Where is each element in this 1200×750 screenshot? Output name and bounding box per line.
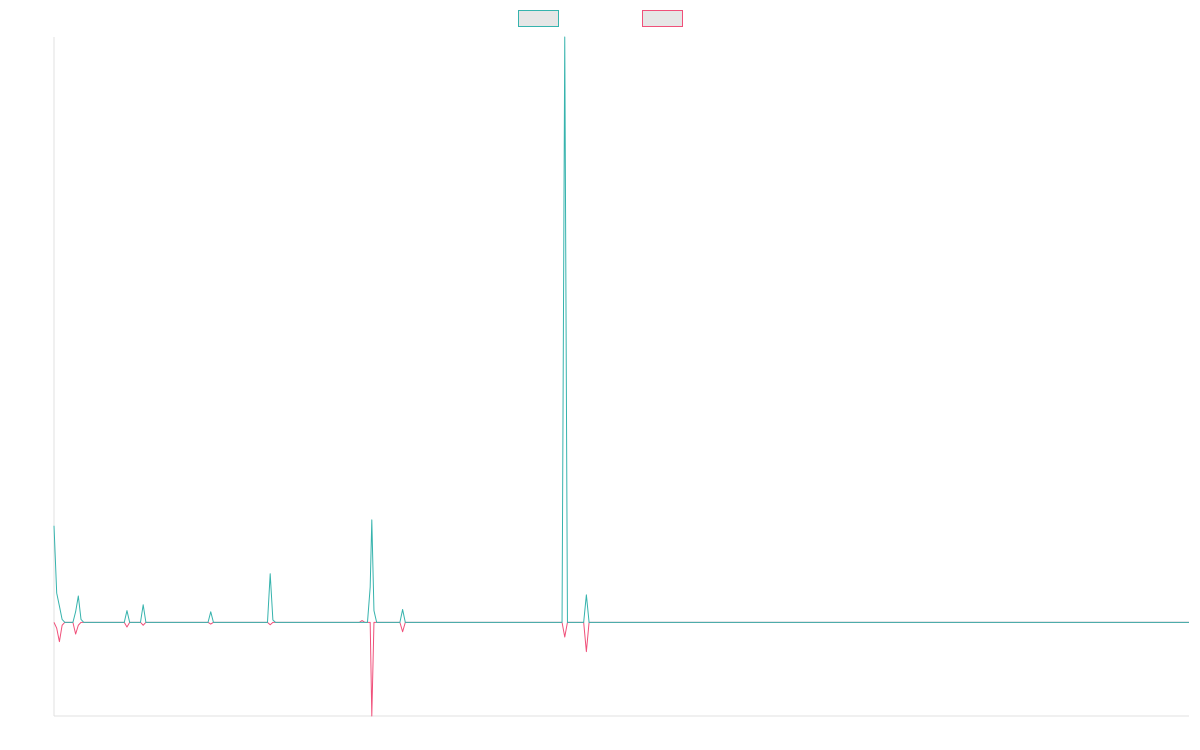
plot-area bbox=[53, 36, 1189, 717]
legend-swatch-2[interactable] bbox=[642, 10, 683, 27]
legend-swatch-1[interactable] bbox=[518, 10, 559, 27]
series-line-2 bbox=[53, 620, 1189, 717]
axes bbox=[53, 37, 1189, 717]
legend bbox=[518, 10, 683, 27]
series-line-1 bbox=[53, 36, 1189, 623]
